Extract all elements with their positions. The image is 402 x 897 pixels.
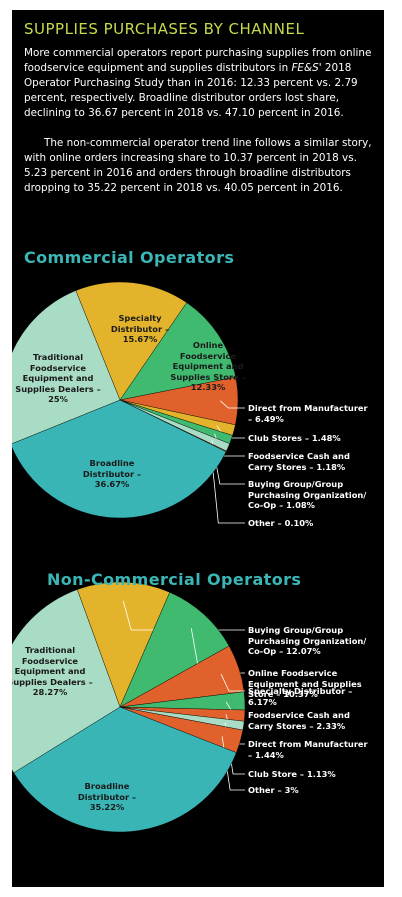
leader-line <box>220 673 245 692</box>
data-label: Online Foodservice Equipment and Supplie… <box>248 668 362 699</box>
charts <box>12 281 246 833</box>
data-label: Foodservice Cash and Carry Stores – 1.18… <box>248 451 350 472</box>
pie-slice <box>13 706 237 833</box>
text: The non-commercial operator trend line f… <box>24 137 372 194</box>
data-label: Direct from Manufacturer – 6.49% <box>248 403 368 424</box>
pie-slice <box>119 302 236 401</box>
pie-slice <box>75 281 187 401</box>
data-label: Foodservice Cash and Carry Stores – 2.33… <box>248 710 350 731</box>
leader-line <box>220 400 245 409</box>
text: More commercial operators report purchas… <box>24 47 372 74</box>
title: SUPPLIES PURCHASES BY CHANNEL <box>24 20 305 38</box>
data-label: Broadline Distributor – 35.22% <box>77 781 137 812</box>
text: FE&S' <box>291 62 322 74</box>
pie-slice <box>76 581 171 708</box>
pie-slice <box>12 399 227 519</box>
pie-slice <box>12 290 121 444</box>
chart-title: Non-Commercial Operators <box>47 570 302 589</box>
data-label: Club Store – 1.13% <box>248 769 336 779</box>
data-label: Broadline Distributor – 36.67% <box>82 458 142 489</box>
pie-slice <box>12 589 121 774</box>
pie-slice <box>119 592 230 708</box>
data-label: Direct from Manufacturer – 1.44% <box>248 739 368 760</box>
data-label: Specialty Distributor – 6.17% <box>248 686 353 707</box>
data-label: Traditional Foodservice Equipment and Su… <box>12 645 93 697</box>
data-label: Other – 3% <box>248 785 299 795</box>
infographic: SUPPLIES PURCHASES BY CHANNEL More comme… <box>12 10 384 887</box>
text: 2018 Operator Purchasing Study than in 2… <box>24 62 358 119</box>
paragraph: The non-commercial operator trend line f… <box>24 136 376 196</box>
data-label: Traditional Foodservice Equipment and Su… <box>15 352 101 404</box>
chart-title: Commercial Operators <box>24 248 235 267</box>
data-label: Other – 0.10% <box>248 518 314 528</box>
paragraph: More commercial operators report purchas… <box>24 46 376 121</box>
data-label: Online Foodservice Equipment and Supplie… <box>170 340 246 392</box>
data-label: Specialty Distributor – 15.67% <box>110 313 170 344</box>
data-label: Buying Group/Group Purchasing Organizati… <box>248 479 367 510</box>
data-label: Buying Group/Group Purchasing Organizati… <box>248 625 367 656</box>
data-label: Club Stores – 1.48% <box>248 433 341 443</box>
